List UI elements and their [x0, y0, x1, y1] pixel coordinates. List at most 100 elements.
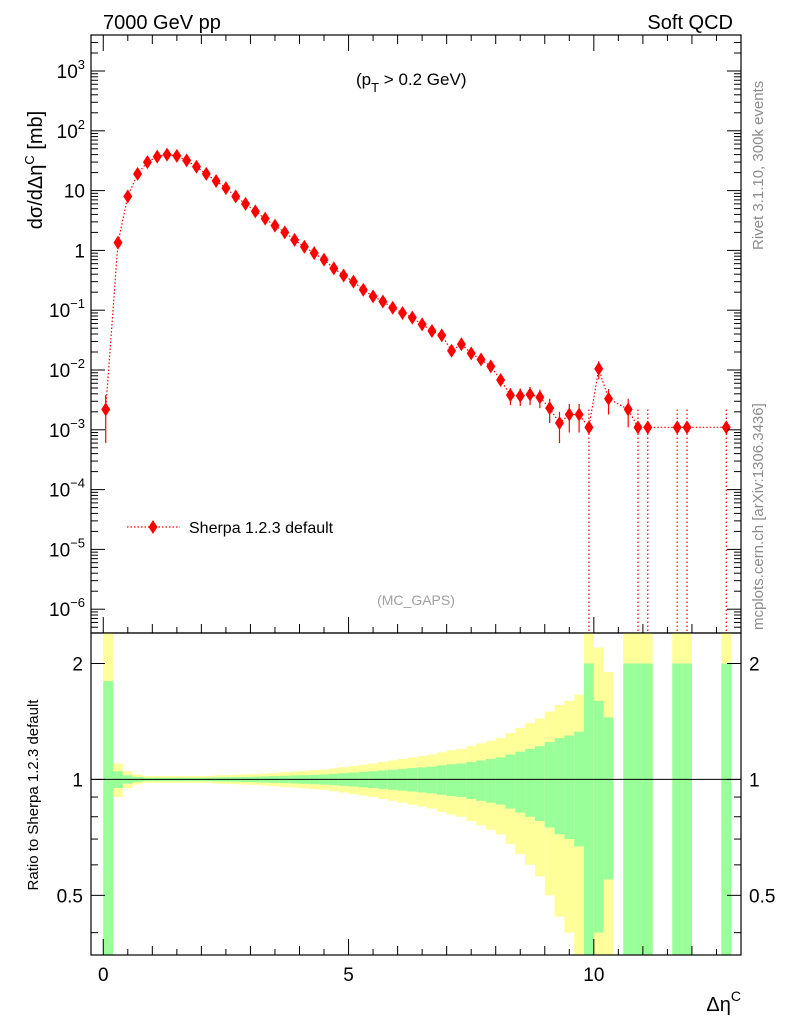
- ratio-band-inner: [525, 748, 535, 817]
- ratio-y-axis-label: Ratio to Sherpa 1.2.3 default: [25, 699, 42, 891]
- data-point: [191, 159, 201, 174]
- data-point: [388, 300, 398, 315]
- legend-label: Sherpa 1.2.3 default: [189, 520, 334, 537]
- data-point: [368, 289, 378, 304]
- x-axis: 0 5 10: [98, 35, 717, 986]
- ratio-band-inner: [672, 663, 683, 955]
- main-frame: [90, 34, 742, 634]
- data-point: [319, 252, 329, 267]
- ratio-band-inner: [603, 717, 614, 880]
- y-tick-label: 10−3: [49, 416, 85, 442]
- data-point: [270, 218, 280, 233]
- ratio-y-tick-label-right: 0.5: [749, 886, 775, 907]
- data-point: [398, 305, 408, 320]
- data-point: [466, 346, 476, 361]
- data-point: [290, 232, 300, 247]
- ratio-y-tick-label: 1: [72, 770, 83, 791]
- ratio-bands: [103, 633, 732, 955]
- ratio-band-inner: [584, 663, 594, 955]
- data-point: [623, 402, 633, 417]
- ratio-frame: [90, 632, 742, 956]
- ratio-band-inner: [554, 738, 565, 835]
- data-point: [505, 388, 515, 403]
- ratio-y-tick-label: 2: [72, 654, 83, 675]
- rivet-version-label: Rivet 3.1.10, 300k events: [750, 81, 767, 250]
- data-point: [162, 147, 172, 162]
- data-point: [231, 189, 241, 204]
- ratio-band-inner: [456, 763, 467, 798]
- x-tick-label: 5: [343, 965, 354, 986]
- data-point: [280, 225, 290, 240]
- ratio-band-inner: [476, 760, 486, 801]
- data-point: [201, 166, 211, 181]
- ratio-band-inner: [427, 766, 437, 794]
- ratio-band-inner: [682, 663, 692, 955]
- data-point: [574, 407, 584, 422]
- data-point: [564, 407, 574, 422]
- data-point: [407, 310, 417, 325]
- data-point: [113, 235, 123, 250]
- data-point: [554, 415, 564, 430]
- mcplots-reference-label: mcplots.cern.ch [arXiv:1306.3436]: [750, 403, 767, 630]
- data-point: [348, 274, 358, 289]
- data-point: [378, 294, 388, 309]
- data-point: [101, 402, 111, 417]
- data-point: [260, 211, 270, 226]
- x-axis-label: ΔηC: [706, 988, 741, 1016]
- analysis-name: (MC_GAPS): [377, 592, 455, 608]
- data-point: [604, 391, 614, 406]
- legend: Sherpa 1.2.3 default: [127, 520, 334, 537]
- data-point: [437, 328, 447, 343]
- x-tick-label: 10: [583, 965, 604, 986]
- pt-cut-subscript: T: [371, 80, 379, 95]
- header-right: Soft QCD: [647, 12, 733, 34]
- ratio-band-inner: [564, 735, 575, 840]
- data-point: [721, 420, 731, 435]
- data-point: [241, 196, 251, 211]
- data-point: [211, 173, 221, 188]
- ratio-plot: 0 5 10 0.5 0.5 1 1 2 2: [57, 35, 775, 986]
- data-point: [123, 189, 133, 204]
- data-point: [339, 268, 349, 283]
- data-point: [672, 420, 682, 435]
- ratio-band-inner: [593, 700, 604, 933]
- data-point: [515, 388, 525, 403]
- ratio-y-tick-label-right: 1: [749, 770, 760, 791]
- ratio-band-inner: [633, 663, 643, 955]
- data-point: [250, 204, 260, 219]
- y-tick-label: 103: [57, 57, 85, 83]
- data-point: [486, 359, 496, 374]
- header-left: 7000 GeV pp: [103, 12, 221, 34]
- data-point: [182, 153, 192, 168]
- data-point: [633, 420, 643, 435]
- ratio-band-inner: [485, 758, 496, 803]
- x-tick-label: 0: [98, 965, 109, 986]
- legend-marker: [148, 520, 158, 534]
- data-point: [133, 166, 143, 181]
- ratio-band-inner: [642, 663, 653, 955]
- data-point: [643, 420, 653, 435]
- data-point: [447, 343, 457, 358]
- data-point: [329, 261, 339, 276]
- ratio-band-inner: [505, 754, 516, 809]
- data-point: [152, 149, 162, 164]
- data-point: [525, 387, 535, 402]
- data-point: [496, 373, 506, 388]
- ratio-band-inner: [495, 757, 506, 805]
- data-point: [358, 282, 368, 297]
- data-point: [142, 155, 152, 170]
- data-point: [584, 420, 594, 435]
- y-tick-label: 102: [57, 117, 85, 143]
- y-tick-label: 10−2: [49, 356, 85, 382]
- data-point: [427, 323, 437, 338]
- svg-text:(pT > 0.2 GeV): (pT > 0.2 GeV): [356, 70, 467, 95]
- data-point: [594, 361, 604, 376]
- data-point: [682, 420, 692, 435]
- data-point: [309, 246, 319, 261]
- ratio-band-inner: [436, 765, 447, 795]
- ratio-band-inner: [574, 731, 585, 847]
- ratio-band-inner: [544, 742, 555, 828]
- ratio-y-axis: 0.5 0.5 1 1 2 2: [57, 654, 775, 934]
- y-tick-label: 10−6: [49, 595, 85, 621]
